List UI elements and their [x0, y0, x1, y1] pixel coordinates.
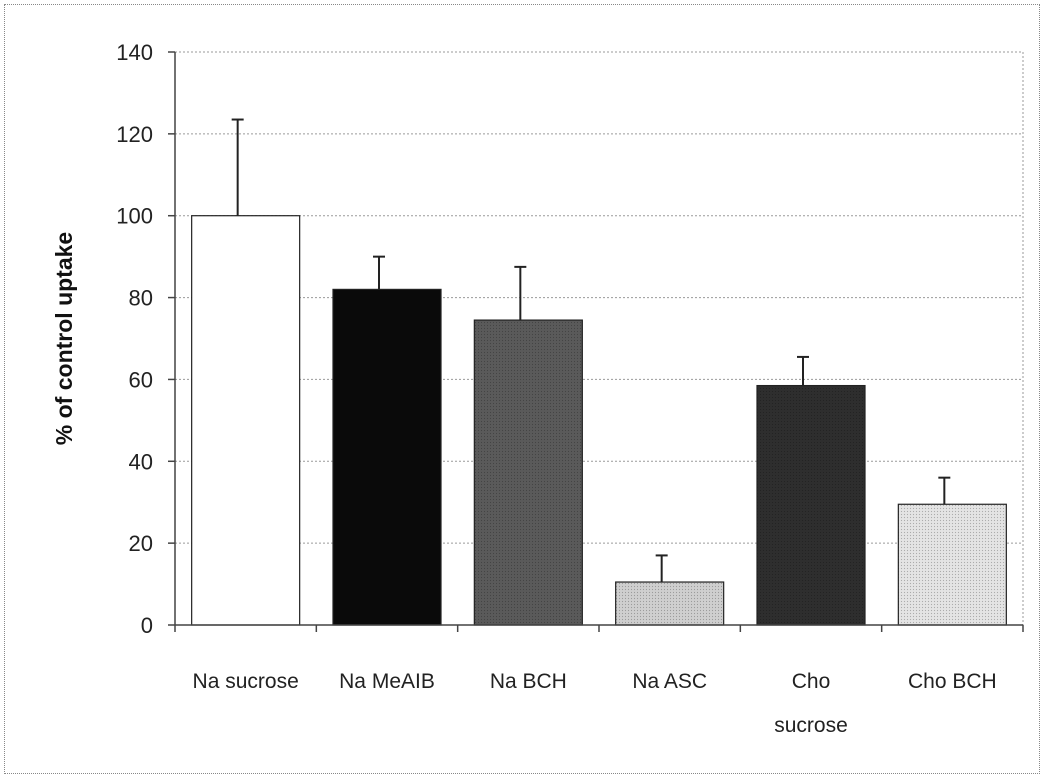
y-tick-label: 40 — [129, 449, 153, 474]
y-tick-label: 0 — [141, 613, 153, 638]
x-tick-label: Na sucrose — [193, 670, 299, 693]
bar — [473, 319, 583, 626]
x-tick-label: Na ASC — [632, 670, 707, 693]
error-bars — [231, 118, 951, 583]
bar — [897, 503, 1007, 626]
x-tick-label: Na BCH — [490, 670, 567, 693]
x-tick-label: sucrose — [774, 714, 848, 737]
y-tick-label: 20 — [129, 531, 153, 556]
axes — [168, 51, 1024, 632]
grid-lines — [175, 51, 1024, 625]
bar — [332, 288, 442, 626]
y-tick-labels: 0 20 40 60 80 100 120 140 — [116, 40, 153, 638]
bar — [756, 384, 866, 626]
y-tick-label: 140 — [116, 40, 153, 65]
bar — [191, 215, 301, 626]
y-axis-label: % of control uptake — [51, 232, 77, 445]
x-tick-label: Cho BCH — [908, 670, 997, 693]
bars — [191, 215, 1007, 626]
y-tick-label: 100 — [116, 204, 153, 229]
y-tick-label: 120 — [116, 122, 153, 147]
x-tick-label: Cho — [792, 670, 831, 693]
x-tick-label: Na MeAIB — [339, 670, 435, 693]
figure-frame — [4, 4, 1040, 774]
y-tick-label: 60 — [129, 367, 153, 392]
y-tick-label: 80 — [129, 286, 153, 311]
bar — [615, 581, 725, 626]
x-tick-labels: Na sucrose Na MeAIB Na BCH Na ASC Cho sucrose… — [193, 670, 997, 737]
